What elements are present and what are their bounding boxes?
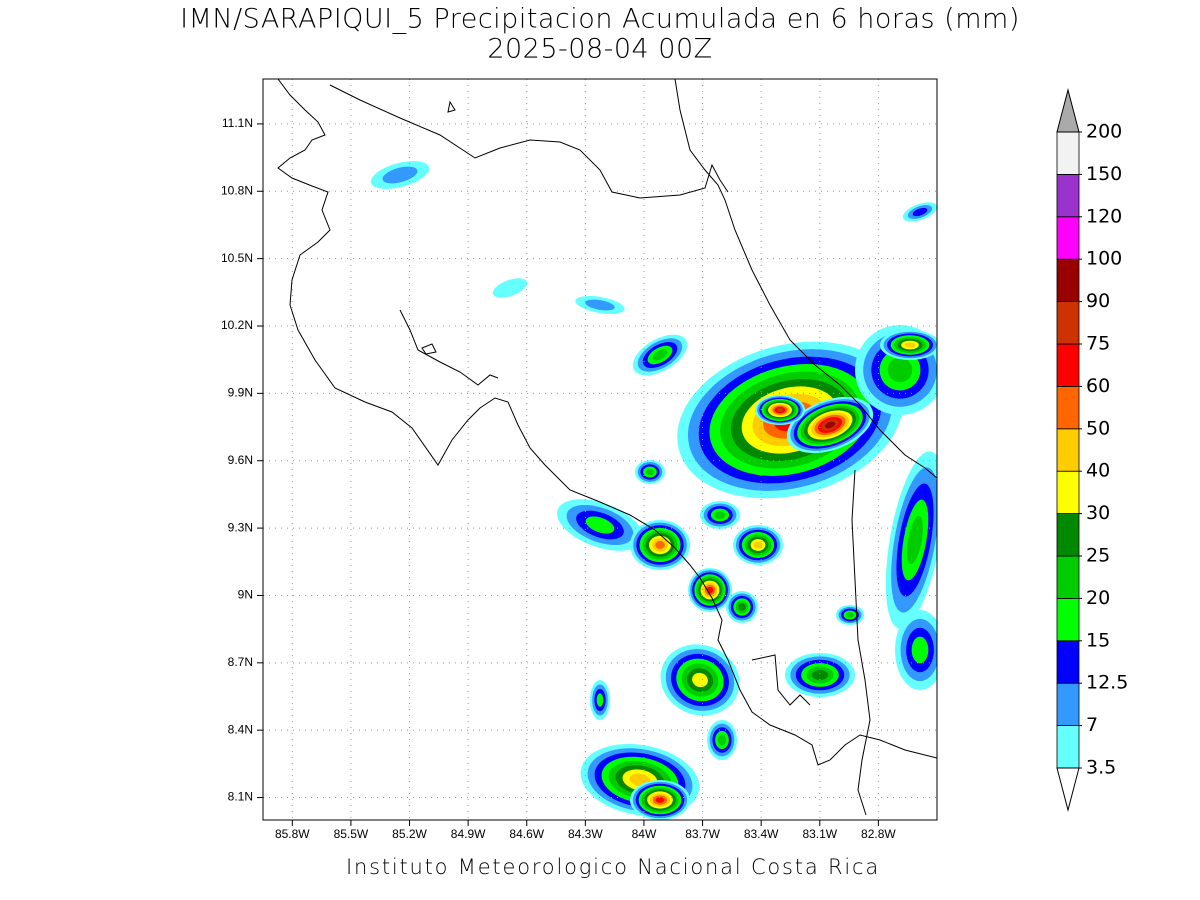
colorbar-label: 150 — [1086, 163, 1122, 185]
coastline — [399, 309, 499, 386]
rain-contour — [911, 636, 929, 664]
rain-contour — [645, 468, 655, 476]
rain-contour — [904, 342, 916, 348]
colorbar-segment — [1056, 513, 1080, 557]
y-tick-label: 11.1N — [222, 116, 253, 130]
rain-contour — [887, 357, 913, 383]
colorbar-label: 40 — [1086, 460, 1110, 482]
colorbar-segment — [1056, 258, 1080, 303]
colorbar-label: 75 — [1086, 333, 1110, 355]
colorbar-label: 3.5 — [1086, 757, 1116, 779]
axes: 85.8W 85.5W 85.2W 84.9W 84.6W 84.3W 84W 83.7W 83… — [221, 116, 896, 841]
colorbar-segment — [1056, 470, 1080, 515]
colorbar-label: 30 — [1086, 502, 1110, 524]
x-tick-label: 82.8W — [861, 827, 896, 841]
y-tick-label: 8.1N — [228, 790, 253, 804]
coastline — [329, 84, 729, 199]
rain-contour — [846, 612, 854, 618]
rain-contour — [753, 541, 763, 549]
colorbar-label: 60 — [1086, 375, 1110, 397]
colorbar-segment — [1056, 725, 1080, 769]
colorbar-segment — [1056, 640, 1080, 684]
footer: Instituto Meteorologico Nacional Costa R… — [346, 855, 880, 879]
x-tick-label: 85.2W — [392, 827, 427, 841]
x-tick-label: 84.6W — [509, 827, 544, 841]
colorbar-label: 25 — [1086, 545, 1110, 567]
rain-contour — [912, 207, 928, 217]
colorbar-over — [1056, 88, 1080, 133]
y-tick-label: 10.8N — [221, 183, 253, 197]
colorbar-label: 90 — [1086, 290, 1110, 312]
colorbar-segment — [1056, 682, 1080, 727]
colorbar-segment — [1056, 385, 1080, 430]
colorbar-label: 200 — [1086, 121, 1122, 143]
y-tick-label: 10.2N — [221, 318, 253, 332]
y-tick-label: 10.5N — [221, 251, 253, 265]
colorbar-label: 15 — [1086, 629, 1110, 651]
coastline — [751, 654, 811, 706]
rain-contour — [655, 797, 665, 803]
colorbar-label: 120 — [1086, 205, 1122, 227]
rain-contour — [382, 166, 418, 184]
coastlines — [277, 79, 937, 816]
x-tick-label: 85.8W — [275, 827, 310, 841]
colorbar-label: 7 — [1086, 714, 1098, 736]
coastline — [421, 343, 437, 355]
precipitation-field — [370, 161, 937, 820]
rain-contour — [706, 586, 714, 594]
grid — [263, 79, 937, 820]
colorbar-segment — [1056, 555, 1080, 599]
rain-contour — [717, 734, 727, 746]
subtitle: 2025-08-04 00Z — [487, 34, 712, 65]
coastline — [277, 79, 937, 766]
rain-contour — [652, 349, 668, 361]
colorbar: 3.5 7 12.5 15 20 25 30 40 50 60 75 90 100 120 150 200 — [1056, 88, 1128, 812]
y-tick-label: 8.7N — [228, 655, 253, 669]
rain-contour — [714, 511, 726, 519]
colorbar-segment — [1056, 216, 1080, 260]
x-tick-label: 83.1W — [802, 827, 837, 841]
colorbar-label: 20 — [1086, 587, 1110, 609]
rain-contour — [692, 672, 708, 688]
title: IMN/SARAPIQUI_5 Precipitacion Acumulada … — [180, 4, 1020, 35]
border — [851, 469, 871, 816]
colorbar-segment — [1056, 598, 1080, 642]
colorbar-under — [1056, 767, 1080, 812]
rain-contour — [655, 541, 665, 549]
coastline — [447, 100, 456, 113]
x-tick-label: 85.5W — [334, 827, 369, 841]
rain-contour — [585, 299, 615, 311]
y-tick-label: 9N — [238, 588, 253, 602]
rain-contour — [738, 603, 746, 611]
colorbar-segment — [1056, 173, 1080, 218]
colorbar-label: 12.5 — [1086, 672, 1128, 694]
rain-contour — [776, 408, 784, 412]
y-tick-label: 9.6N — [228, 453, 253, 467]
rain-contour — [492, 278, 528, 298]
y-tick-label: 9.3N — [228, 520, 253, 534]
y-tick-label: 8.4N — [228, 722, 253, 736]
y-tick-label: 9.9N — [228, 386, 253, 400]
colorbar-segment — [1056, 301, 1080, 345]
x-tick-label: 84.3W — [568, 827, 603, 841]
plot-frame — [262, 78, 938, 821]
rain-contour — [585, 516, 615, 534]
x-tick-label: 84.9W — [451, 827, 486, 841]
x-tick-label: 84W — [632, 827, 657, 841]
colorbar-label: 50 — [1086, 417, 1110, 439]
x-tick-label: 83.7W — [685, 827, 720, 841]
rain-contour — [824, 421, 836, 429]
colorbar-segment — [1056, 131, 1080, 175]
x-tick-label: 83.4W — [744, 827, 779, 841]
rain-contour — [811, 669, 829, 681]
rain-contour — [596, 693, 604, 707]
colorbar-label: 100 — [1086, 248, 1122, 270]
colorbar-segment — [1056, 343, 1080, 387]
coastline — [674, 79, 937, 479]
colorbar-segment — [1056, 428, 1080, 472]
